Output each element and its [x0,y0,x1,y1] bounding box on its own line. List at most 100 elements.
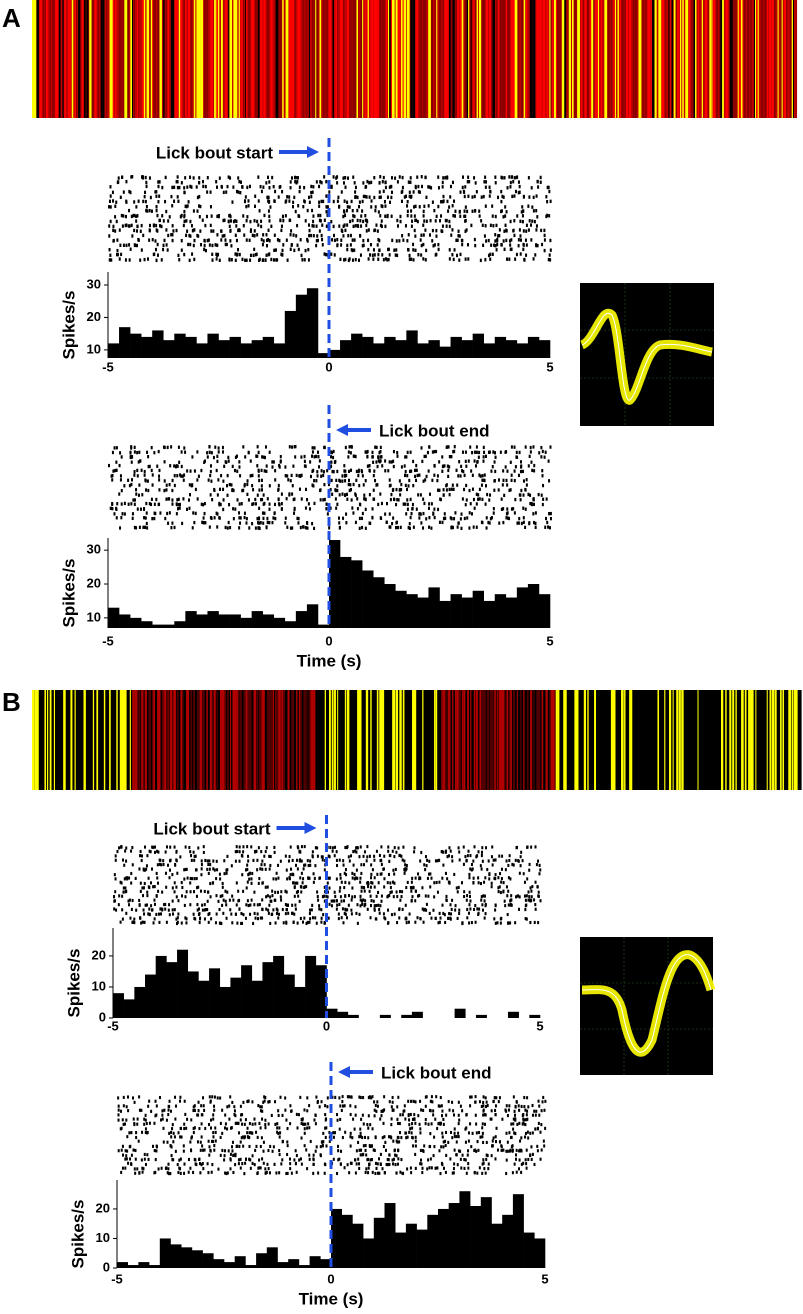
raster-tick [474,209,476,212]
strip-line [46,0,48,118]
raster-tick [348,855,350,858]
raster-tick [469,907,471,910]
raster-tick [528,195,530,198]
raster-tick [280,895,282,898]
raster-tick [193,239,195,242]
raster-tick [144,1158,146,1161]
raster-tick [510,1123,512,1126]
raster-tick [497,1149,499,1152]
raster-tick [255,502,257,505]
raster-tick [341,881,343,884]
raster-tick [468,921,470,924]
raster-tick [238,1158,240,1161]
raster-tick [326,1105,328,1108]
raster-tick [267,909,269,912]
raster-tick [204,890,206,893]
raster-tick [247,855,249,858]
raster-tick [158,450,160,453]
raster-tick [428,1123,430,1126]
raster-tick [374,209,376,212]
raster-tick [211,244,213,247]
raster-tick [271,890,273,893]
raster-tick [528,228,530,231]
raster-tick [548,479,550,482]
raster-tick [342,1095,344,1098]
raster-tick [138,899,140,902]
raster-tick [411,220,413,223]
raster-tick [174,1096,176,1099]
raster-tick [179,1135,181,1138]
raster-tick [158,921,160,924]
raster-tick [519,1139,521,1142]
raster-tick [410,176,412,179]
raster-tick [312,850,314,853]
raster-tick [157,851,159,854]
raster-tick [493,1136,495,1139]
raster-tick [522,209,524,212]
raster-tick [147,479,149,482]
raster-tick [393,249,395,252]
raster-tick [290,233,292,236]
raster-tick [347,234,349,237]
raster-tick [388,860,390,863]
raster-tick [229,908,231,911]
strip-line [78,0,80,118]
raster-tick [125,846,127,849]
raster-tick [276,912,278,915]
raster-tick [181,881,183,884]
raster-tick [478,907,480,910]
raster-tick [169,876,171,879]
raster-tick [161,1109,163,1112]
raster-tick [281,492,283,495]
strip-line [52,0,54,118]
raster-tick [269,239,271,242]
raster-tick [255,526,257,529]
raster-tick [125,180,127,183]
raster-tick [174,864,176,867]
raster-tick [479,497,481,500]
raster-tick [186,508,188,511]
raster-tick [309,917,311,920]
raster-tick [311,209,313,212]
raster-tick [410,258,412,261]
strip-line [792,690,794,790]
raster-tick [393,498,395,501]
raster-tick [184,904,186,907]
bar [417,343,428,358]
raster-tick [286,1153,288,1156]
raster-tick [401,890,403,893]
raster-tick [144,258,146,261]
raster-tick [485,903,487,906]
raster-tick [445,1154,447,1157]
raster-tick [231,864,233,867]
raster-tick [218,450,220,453]
raster-tick [409,527,411,530]
bar [130,618,141,628]
raster-tick [183,1127,185,1130]
raster-tick [122,512,124,515]
raster-tick [301,497,303,500]
raster-tick [231,1101,233,1104]
raster-tick [462,1154,464,1157]
raster-tick [269,502,271,505]
raster-tick [164,908,166,911]
raster-tick [220,1154,222,1157]
raster-tick [144,846,146,849]
raster-tick [341,479,343,482]
strip-line [47,690,48,790]
raster-tick [333,200,335,203]
raster-tick [189,483,191,486]
raster-tick [356,1149,358,1152]
raster-tick [433,1136,435,1139]
raster-tick [295,1149,297,1152]
raster-tick [482,1141,484,1144]
raster-tick [439,521,441,524]
raster-tick [381,894,383,897]
raster-tick [108,205,110,208]
raster-tick [520,252,522,255]
raster-tick [319,489,321,492]
raster-tick [121,908,123,911]
strip-line [92,0,94,118]
raster-tick [464,474,466,477]
raster-tick [473,525,475,528]
